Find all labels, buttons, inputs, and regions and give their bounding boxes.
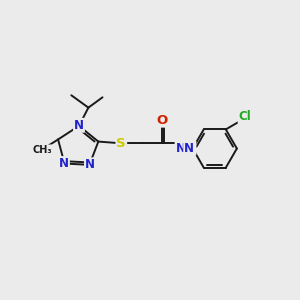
Text: NH: NH (176, 142, 195, 154)
Text: N: N (74, 119, 84, 132)
Text: CH₃: CH₃ (32, 145, 52, 155)
Text: Cl: Cl (238, 110, 251, 123)
Text: S: S (116, 136, 126, 149)
Text: O: O (157, 114, 168, 127)
Text: N: N (184, 142, 194, 155)
Text: N: N (59, 157, 69, 170)
Text: N: N (85, 158, 95, 171)
